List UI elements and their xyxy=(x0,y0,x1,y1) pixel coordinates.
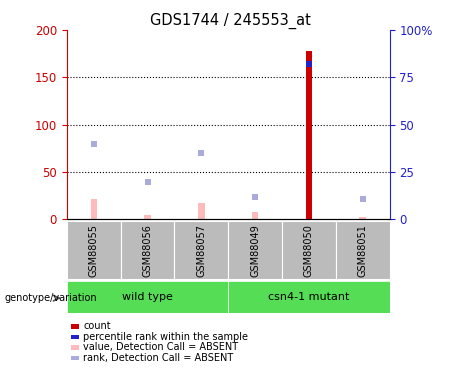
Text: rank, Detection Call = ABSENT: rank, Detection Call = ABSENT xyxy=(83,353,234,363)
Bar xyxy=(174,221,228,279)
Text: GSM88049: GSM88049 xyxy=(250,224,260,277)
Bar xyxy=(121,221,174,279)
Bar xyxy=(67,281,228,313)
Bar xyxy=(67,221,121,279)
Bar xyxy=(252,212,258,219)
Text: percentile rank within the sample: percentile rank within the sample xyxy=(83,332,248,342)
Text: GSM88055: GSM88055 xyxy=(89,224,99,277)
Bar xyxy=(198,203,205,219)
Text: GSM88051: GSM88051 xyxy=(358,224,368,277)
Text: GSM88057: GSM88057 xyxy=(196,224,207,277)
Text: csn4-1 mutant: csn4-1 mutant xyxy=(268,292,349,302)
Bar xyxy=(228,281,390,313)
Bar xyxy=(90,198,97,219)
Text: GSM88056: GSM88056 xyxy=(142,224,153,277)
Bar xyxy=(228,221,282,279)
Text: value, Detection Call = ABSENT: value, Detection Call = ABSENT xyxy=(83,342,238,352)
Text: count: count xyxy=(83,321,111,331)
Bar xyxy=(336,221,390,279)
Text: GSM88050: GSM88050 xyxy=(304,224,314,277)
Text: GDS1744 / 245553_at: GDS1744 / 245553_at xyxy=(150,13,311,29)
Text: wild type: wild type xyxy=(122,292,173,302)
Bar xyxy=(282,221,336,279)
Text: genotype/variation: genotype/variation xyxy=(5,293,97,303)
Bar xyxy=(360,216,366,219)
Bar xyxy=(144,214,151,219)
Bar xyxy=(306,51,312,219)
